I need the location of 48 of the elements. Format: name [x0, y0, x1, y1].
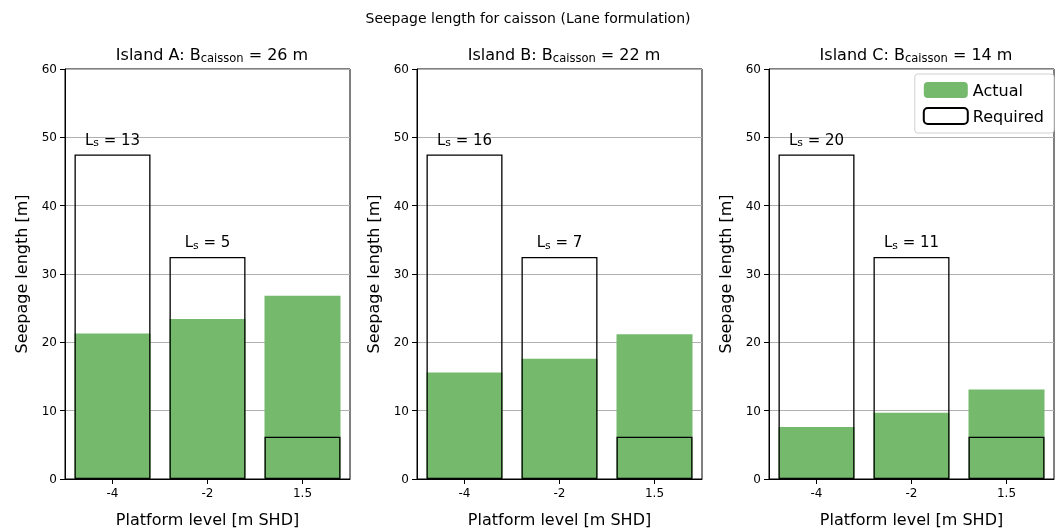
y-tick-label: 0 — [401, 472, 409, 486]
bar — [778, 427, 855, 479]
y-axis-title: Seepage length [m] — [715, 194, 735, 354]
bar — [873, 412, 950, 479]
bar — [616, 334, 693, 479]
y-tick-label: 20 — [745, 335, 761, 350]
y-tick-label: 60 — [393, 62, 409, 76]
y-tick-label: 20 — [41, 335, 57, 350]
y-tick-label: 40 — [393, 198, 409, 213]
x-tick-label: -4 — [106, 486, 119, 500]
x-tick-label: 1.5 — [644, 486, 665, 500]
x-axis-title: Platform level [m SHD] — [819, 509, 1004, 529]
y-tick-label: 40 — [745, 198, 761, 213]
y-tick-label: 30 — [393, 267, 409, 281]
bar — [74, 333, 151, 479]
y-tick-label: 30 — [41, 267, 57, 281]
bar — [426, 372, 503, 479]
x-tick-label: -4 — [810, 486, 823, 500]
y-tick-label: 50 — [41, 130, 57, 145]
y-tick-label: 20 — [393, 335, 409, 350]
y-tick-label: 10 — [393, 403, 409, 418]
y-axis-title: Seepage length [m] — [363, 194, 383, 354]
bar — [521, 358, 598, 479]
x-tick-label: -2 — [905, 486, 918, 500]
y-tick-label: 0 — [753, 472, 761, 486]
y-tick-label: 40 — [41, 198, 57, 213]
x-tick-label: -2 — [553, 486, 566, 500]
y-tick-label: 60 — [41, 62, 57, 76]
y-tick-label: 60 — [745, 62, 761, 76]
x-tick-label: 1.5 — [292, 486, 313, 500]
y-tick-label: 10 — [745, 403, 761, 418]
legend-label: Required — [972, 106, 1045, 126]
y-tick-label: 50 — [393, 130, 409, 145]
y-tick-label: 0 — [49, 472, 57, 486]
x-axis-title: Platform level [m SHD] — [467, 509, 652, 529]
x-tick-label: -4 — [458, 486, 471, 500]
legend-label: Actual — [972, 80, 1023, 100]
x-tick-label: 1.5 — [996, 486, 1017, 500]
y-tick-label: 30 — [745, 267, 761, 281]
y-tick-label: 10 — [41, 403, 57, 418]
bar — [264, 295, 341, 479]
text: Seepage length for caisson (Lane formulation) — [364, 10, 692, 26]
y-tick-label: 50 — [745, 130, 761, 145]
bar — [169, 319, 246, 479]
x-tick-label: -2 — [201, 486, 214, 500]
x-axis-title: Platform level [m SHD] — [115, 509, 300, 529]
y-axis-title: Seepage length [m] — [11, 194, 31, 354]
bar — [968, 389, 1045, 479]
